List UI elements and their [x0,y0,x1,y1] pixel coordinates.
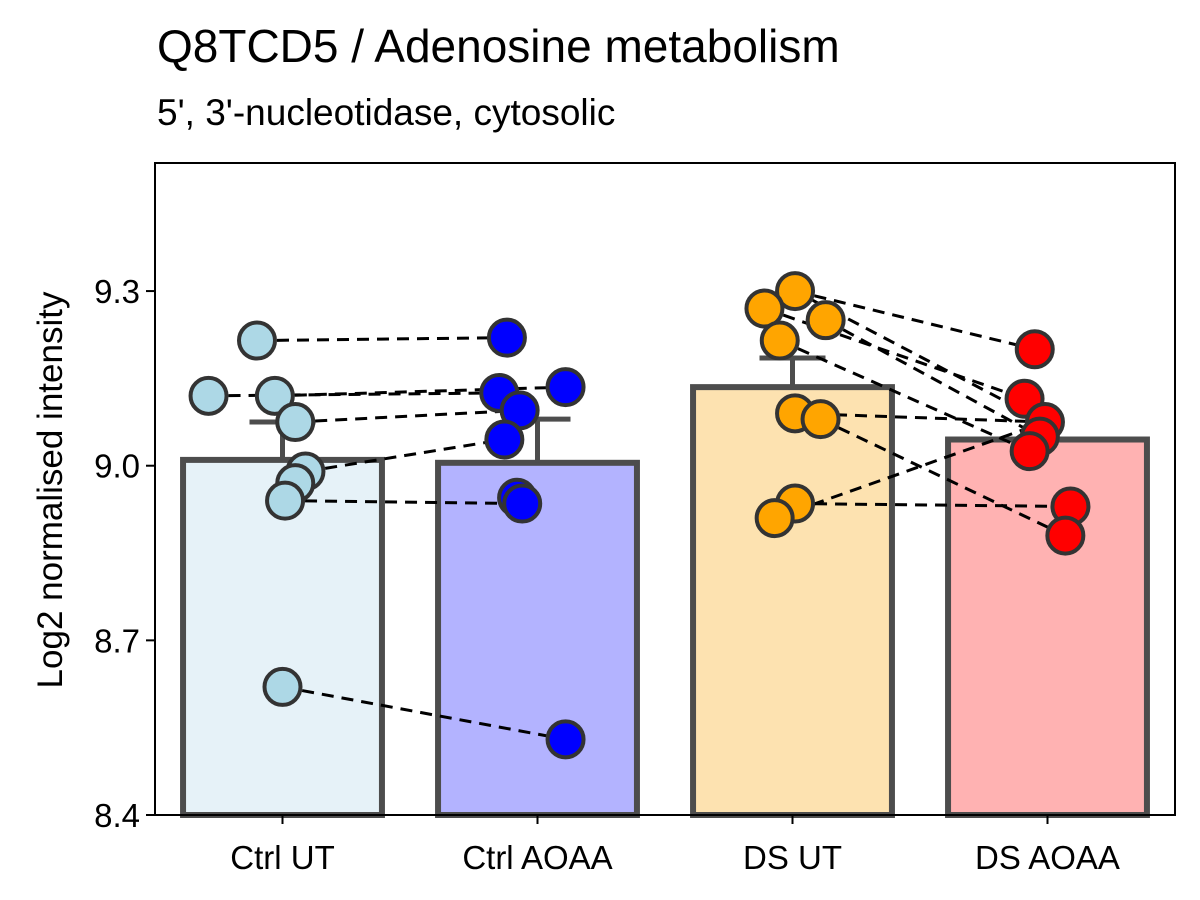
data-point-2-3 [545,367,586,408]
data-point-1-1 [237,320,277,361]
paired-link-16 [774,420,1046,520]
data-point-2-8 [545,719,586,760]
y-axis-title: Log2 normalised intensity [31,291,70,688]
paired-link-15 [795,502,1071,508]
data-point-2-1 [486,317,527,358]
data-point-4-5 [1009,431,1050,472]
data-point-1-2 [188,375,229,416]
y-tick-label-4: 9.3 [94,273,140,310]
y-tick-label-1: 8.4 [94,797,140,834]
bar-4 [945,436,1150,818]
paired-link-1 [256,336,507,343]
chart-title: Q8TCD5 / Adenosine metabolism [157,20,840,72]
x-axis: Ctrl UT Ctrl AOAA DS UT DS AOAA [155,814,1175,876]
x-tick-label-1: Ctrl UT [230,839,334,876]
paired-link-4 [295,408,520,424]
data-point-3-2 [744,288,785,329]
data-point-4-1 [1014,329,1055,370]
paired-link-14 [819,417,1066,537]
paired-link-11 [824,318,1041,438]
y-axis: 8.4 8.7 9.0 9.3 [94,163,156,834]
data-point-1-3 [254,375,295,416]
chart-subtitle: 5', 3'-nucleotidase, cytosolic [157,92,616,133]
x-tick-label-4: DS AOAA [975,839,1120,876]
bars-layer [180,384,1150,818]
x-tick-label-3: DS UT [743,839,842,876]
paired-link-7 [282,685,566,741]
paired-link-8 [794,289,1036,351]
data-point-2-5 [484,419,525,460]
data-point-3-4 [759,320,800,361]
paired-link-12 [779,339,1031,453]
paired-link-5 [305,438,505,474]
data-point-3-8 [754,498,795,539]
data-point-1-8 [262,666,303,707]
y-tick-label-3: 9.0 [94,448,140,485]
paired-link-2 [208,391,500,398]
y-tick-label-2: 8.7 [94,622,140,659]
data-point-4-7 [1045,515,1086,556]
data-point-3-3 [805,300,846,341]
points-layer [188,271,1091,760]
data-point-1-4 [275,402,316,443]
data-point-3-6 [800,399,841,440]
bar-2 [435,459,640,818]
bar-3 [690,384,895,818]
data-point-2-7 [502,483,543,524]
data-point-3-1 [775,271,816,312]
x-tick-label-2: Ctrl AOAA [462,839,612,876]
data-point-1-7 [265,480,306,521]
